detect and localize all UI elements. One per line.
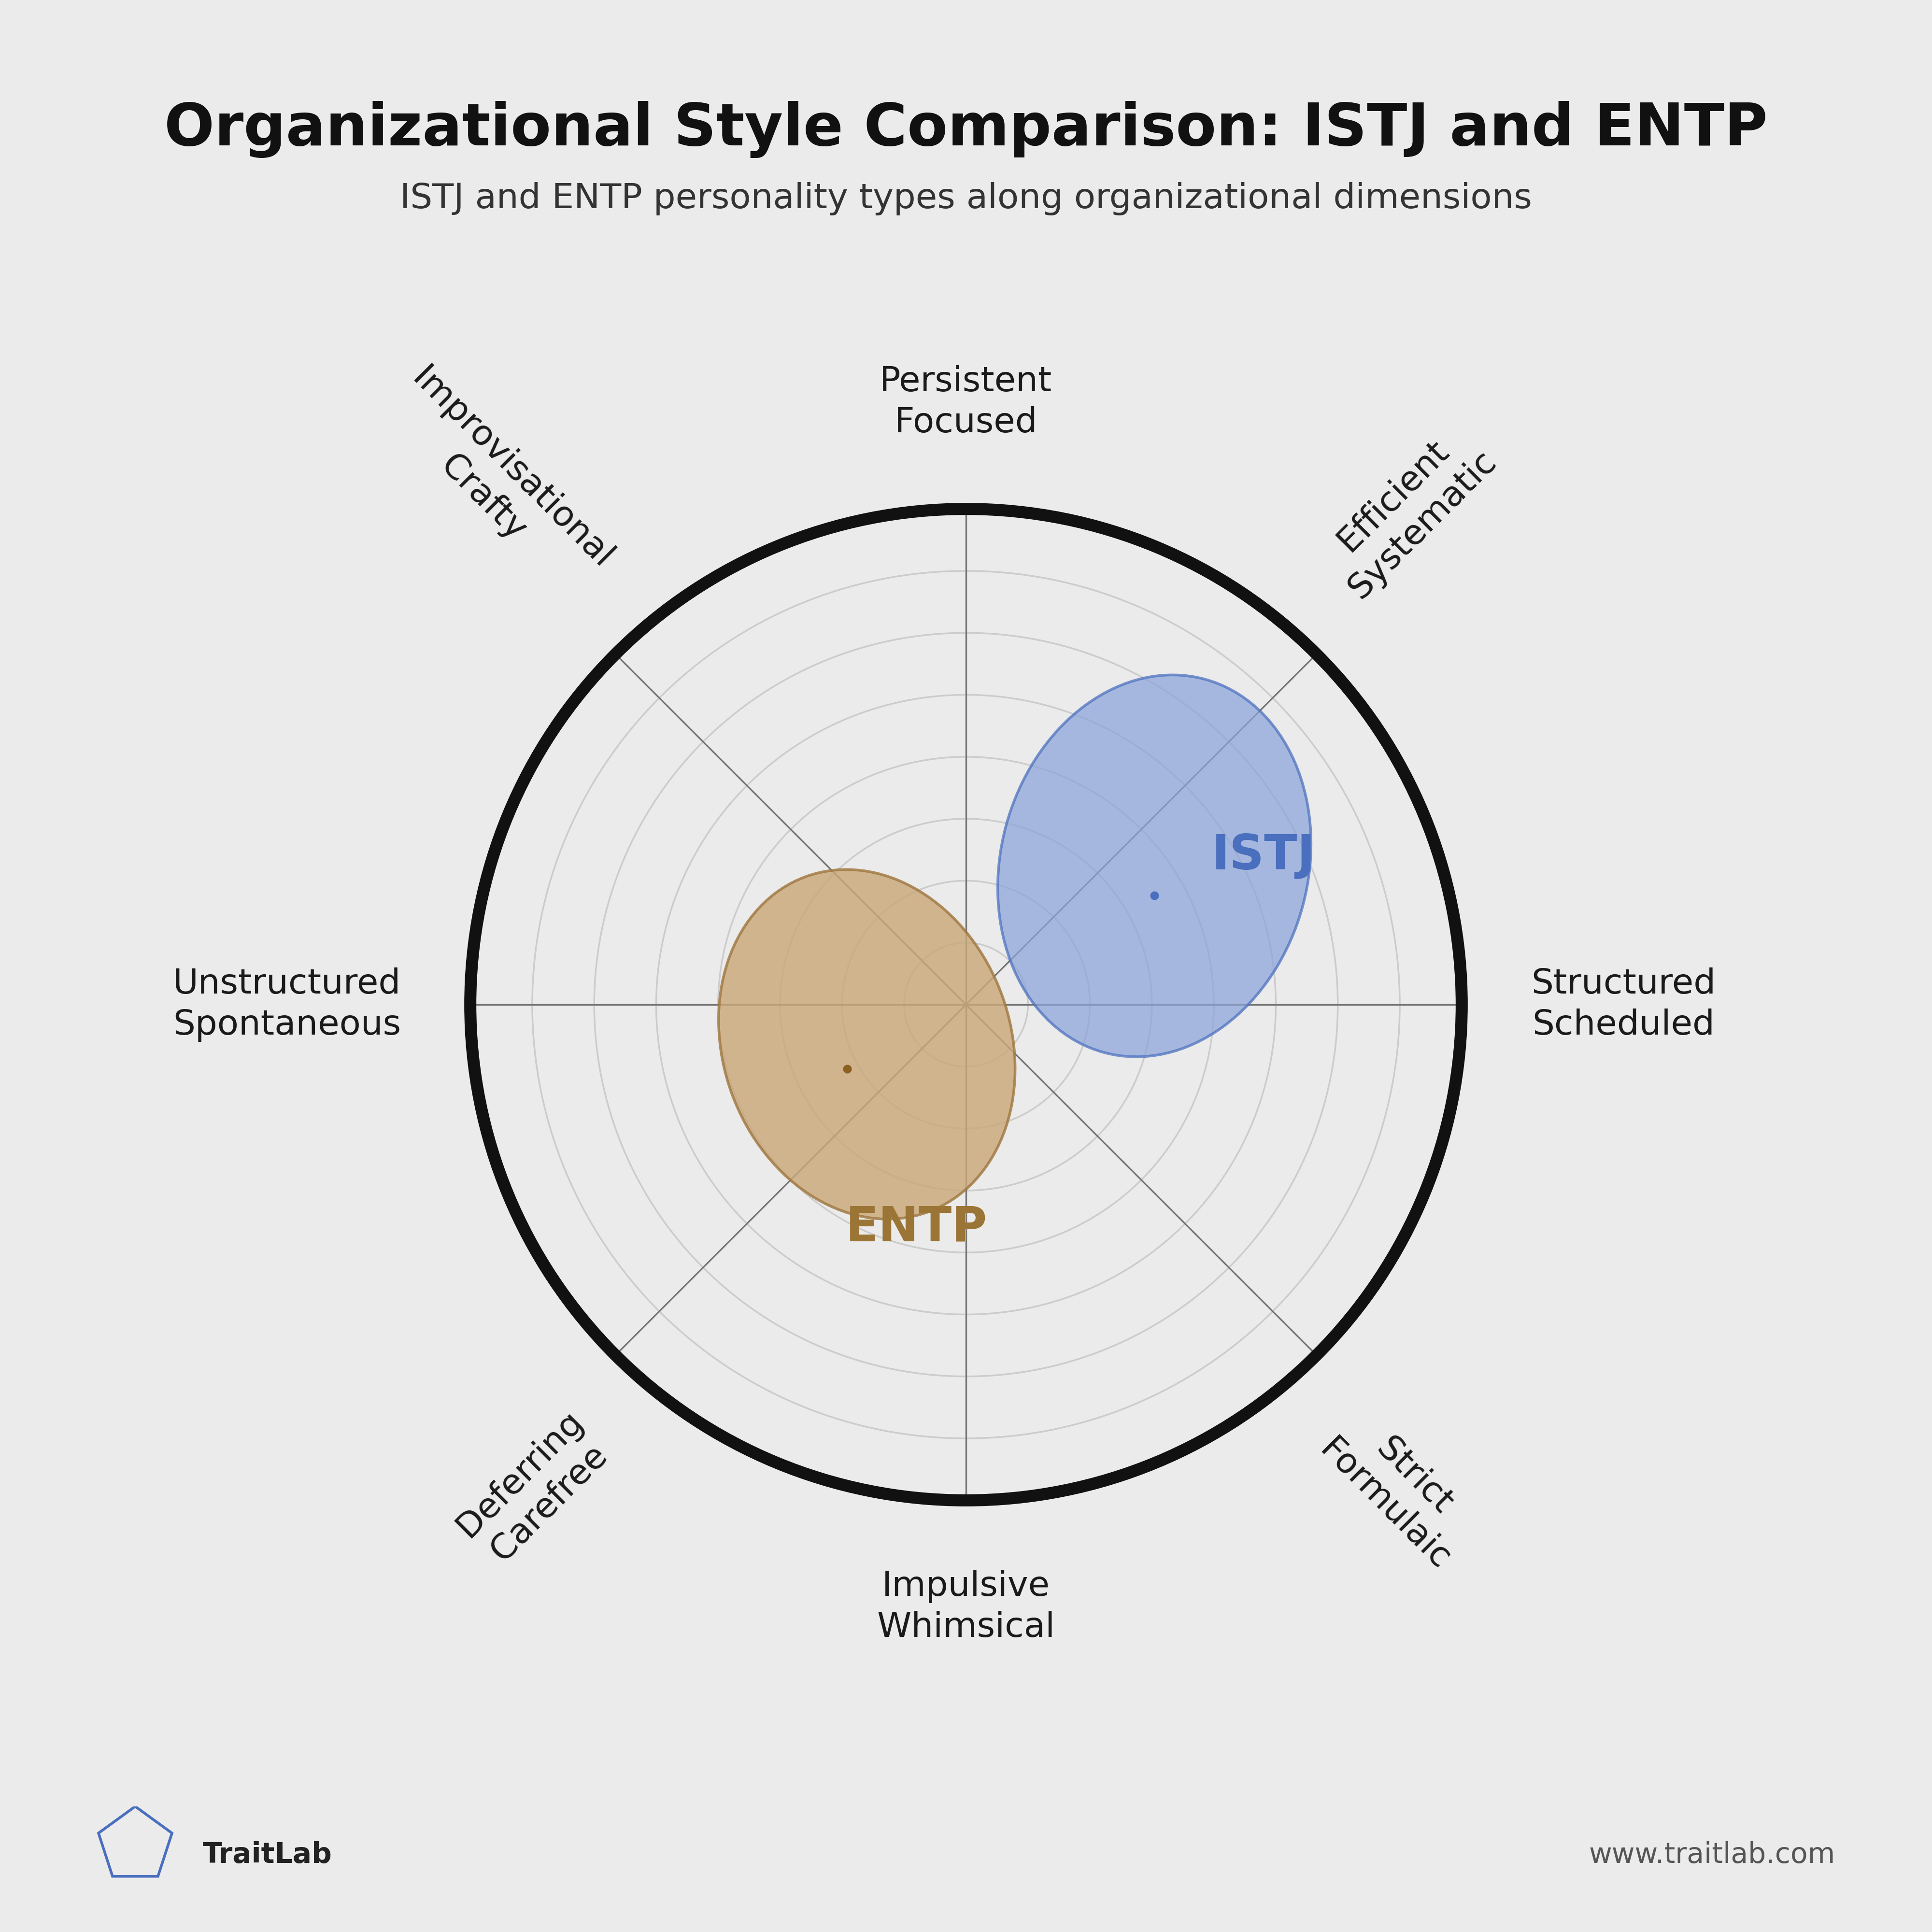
Text: Structured
Scheduled: Structured Scheduled [1530, 968, 1716, 1041]
Text: Organizational Style Comparison: ISTJ and ENTP: Organizational Style Comparison: ISTJ an… [164, 100, 1768, 158]
Ellipse shape [997, 674, 1312, 1057]
Text: ISTJ: ISTJ [1211, 833, 1316, 879]
Ellipse shape [719, 869, 1014, 1219]
Text: ISTJ and ENTP personality types along organizational dimensions: ISTJ and ENTP personality types along or… [400, 182, 1532, 216]
Text: Deferring
Carefree: Deferring Carefree [450, 1405, 618, 1573]
Text: Efficient
Systematic: Efficient Systematic [1314, 415, 1503, 605]
Text: Impulsive
Whimsical: Impulsive Whimsical [877, 1569, 1055, 1644]
Text: Persistent
Focused: Persistent Focused [879, 365, 1053, 440]
Text: Improvisational
Crafty: Improvisational Crafty [377, 361, 618, 605]
Text: Strict
Formulaic: Strict Formulaic [1314, 1405, 1486, 1577]
Text: ENTP: ENTP [846, 1204, 987, 1252]
Text: www.traitlab.com: www.traitlab.com [1588, 1841, 1835, 1868]
Text: TraitLab: TraitLab [203, 1841, 332, 1868]
Text: Unstructured
Spontaneous: Unstructured Spontaneous [172, 968, 400, 1041]
